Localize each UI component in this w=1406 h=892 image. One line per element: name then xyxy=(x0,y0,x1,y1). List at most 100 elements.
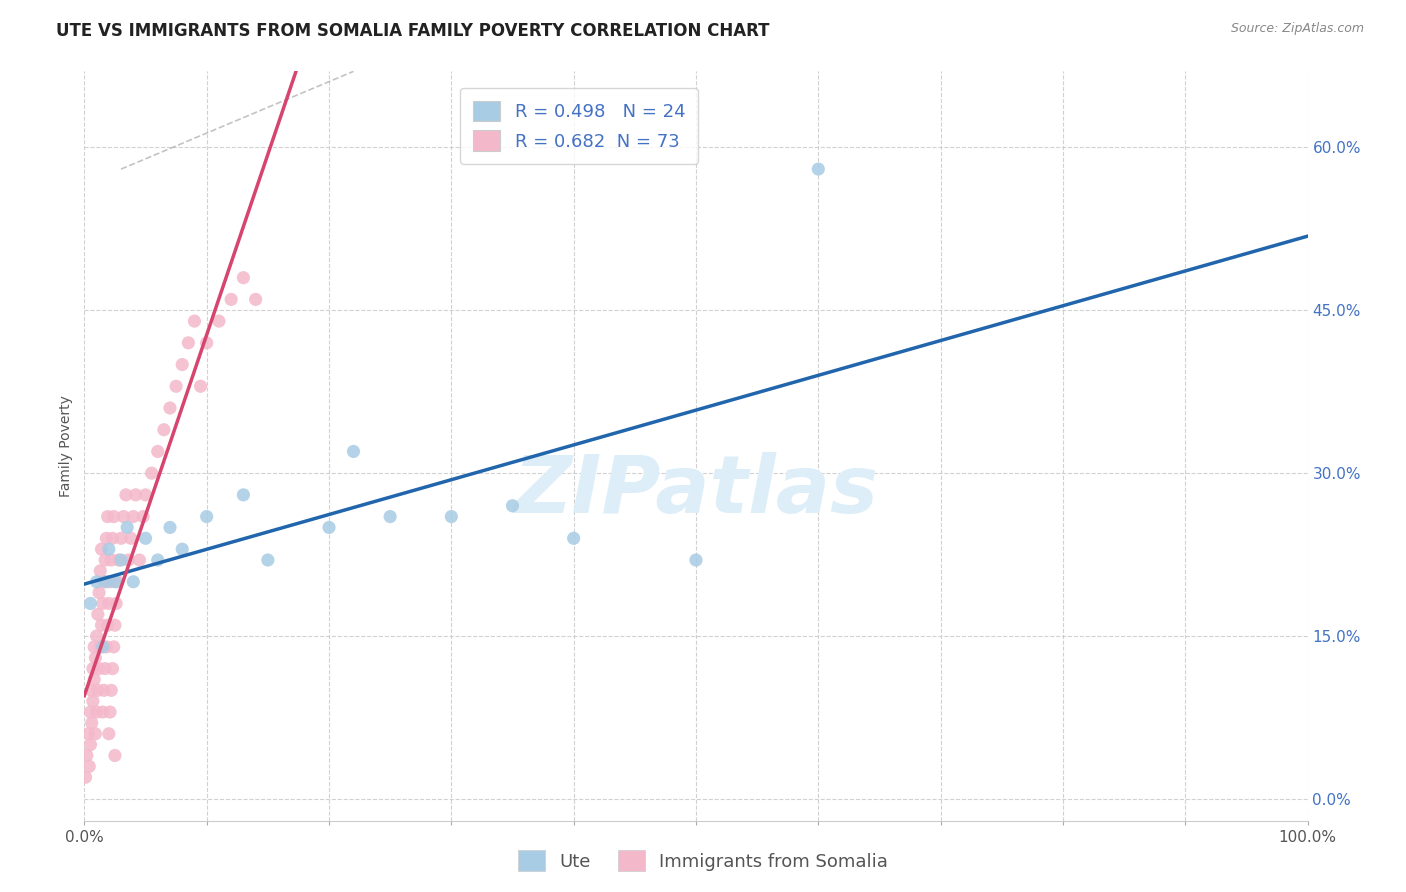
Point xyxy=(115,520,138,534)
Point xyxy=(97,618,120,632)
Point xyxy=(159,520,181,534)
Point xyxy=(86,629,108,643)
Point xyxy=(90,542,112,557)
Point xyxy=(91,597,114,611)
Point xyxy=(257,553,280,567)
Point xyxy=(86,574,108,589)
Point xyxy=(82,662,104,676)
Point xyxy=(110,531,132,545)
Point xyxy=(89,640,111,654)
Point xyxy=(83,640,105,654)
Point xyxy=(172,358,194,372)
Legend: R = 0.498   N = 24, R = 0.682  N = 73: R = 0.498 N = 24, R = 0.682 N = 73 xyxy=(460,88,697,164)
Point xyxy=(128,553,150,567)
Point xyxy=(107,553,129,567)
Point xyxy=(87,585,110,599)
Point xyxy=(103,509,125,524)
Point xyxy=(685,553,707,567)
Point xyxy=(115,488,138,502)
Text: ZIPatlas: ZIPatlas xyxy=(513,452,879,530)
Point xyxy=(94,553,117,567)
Point xyxy=(562,531,585,545)
Point xyxy=(105,597,128,611)
Point xyxy=(120,531,142,545)
Point xyxy=(122,574,145,589)
Point xyxy=(104,574,127,589)
Point xyxy=(98,574,121,589)
Point xyxy=(94,662,117,676)
Point xyxy=(104,618,127,632)
Point xyxy=(103,640,125,654)
Point xyxy=(380,509,402,524)
Point xyxy=(86,705,108,719)
Point xyxy=(502,499,524,513)
Point xyxy=(100,683,122,698)
Point xyxy=(342,444,364,458)
Text: Source: ZipAtlas.com: Source: ZipAtlas.com xyxy=(1230,22,1364,36)
Point xyxy=(87,607,110,622)
Point xyxy=(87,662,110,676)
Point xyxy=(135,531,157,545)
Point xyxy=(117,553,139,567)
Point xyxy=(153,423,176,437)
Point xyxy=(89,564,111,578)
Point xyxy=(84,727,107,741)
Point xyxy=(146,553,169,567)
Point xyxy=(97,509,120,524)
Point xyxy=(132,509,155,524)
Point xyxy=(245,293,267,307)
Point xyxy=(105,574,128,589)
Point xyxy=(110,553,132,567)
Point xyxy=(195,335,218,350)
Point xyxy=(87,683,110,698)
Point xyxy=(165,379,187,393)
Point xyxy=(172,542,194,557)
Point xyxy=(90,618,112,632)
Point xyxy=(93,683,115,698)
Text: UTE VS IMMIGRANTS FROM SOMALIA FAMILY POVERTY CORRELATION CHART: UTE VS IMMIGRANTS FROM SOMALIA FAMILY PO… xyxy=(56,22,769,40)
Point xyxy=(112,509,135,524)
Point xyxy=(122,509,145,524)
Point xyxy=(84,650,107,665)
Point xyxy=(97,597,120,611)
Point xyxy=(208,314,231,328)
Point xyxy=(96,531,118,545)
Point xyxy=(135,488,157,502)
Point xyxy=(195,509,218,524)
Point xyxy=(100,553,122,567)
Point xyxy=(80,683,103,698)
Point xyxy=(77,727,100,741)
Point xyxy=(79,597,101,611)
Point xyxy=(96,640,118,654)
Point xyxy=(97,727,120,741)
Point xyxy=(101,662,124,676)
Point xyxy=(232,488,254,502)
Point xyxy=(440,509,463,524)
Point xyxy=(141,466,163,480)
Point xyxy=(125,488,148,502)
Legend: Ute, Immigrants from Somalia: Ute, Immigrants from Somalia xyxy=(510,843,896,879)
Point xyxy=(101,531,124,545)
Point xyxy=(183,314,205,328)
Point xyxy=(190,379,212,393)
Y-axis label: Family Poverty: Family Poverty xyxy=(59,395,73,497)
Point xyxy=(98,705,121,719)
Point xyxy=(177,335,200,350)
Point xyxy=(159,401,181,415)
Point xyxy=(77,759,100,773)
Point xyxy=(91,705,114,719)
Point xyxy=(232,270,254,285)
Point xyxy=(318,520,340,534)
Point xyxy=(75,770,97,784)
Point xyxy=(82,694,104,708)
Point xyxy=(96,574,118,589)
Point xyxy=(79,705,101,719)
Point xyxy=(79,738,101,752)
Point xyxy=(807,162,830,177)
Point xyxy=(76,748,98,763)
Point xyxy=(93,574,115,589)
Point xyxy=(91,640,114,654)
Point xyxy=(97,542,120,557)
Point xyxy=(146,444,169,458)
Point xyxy=(83,673,105,687)
